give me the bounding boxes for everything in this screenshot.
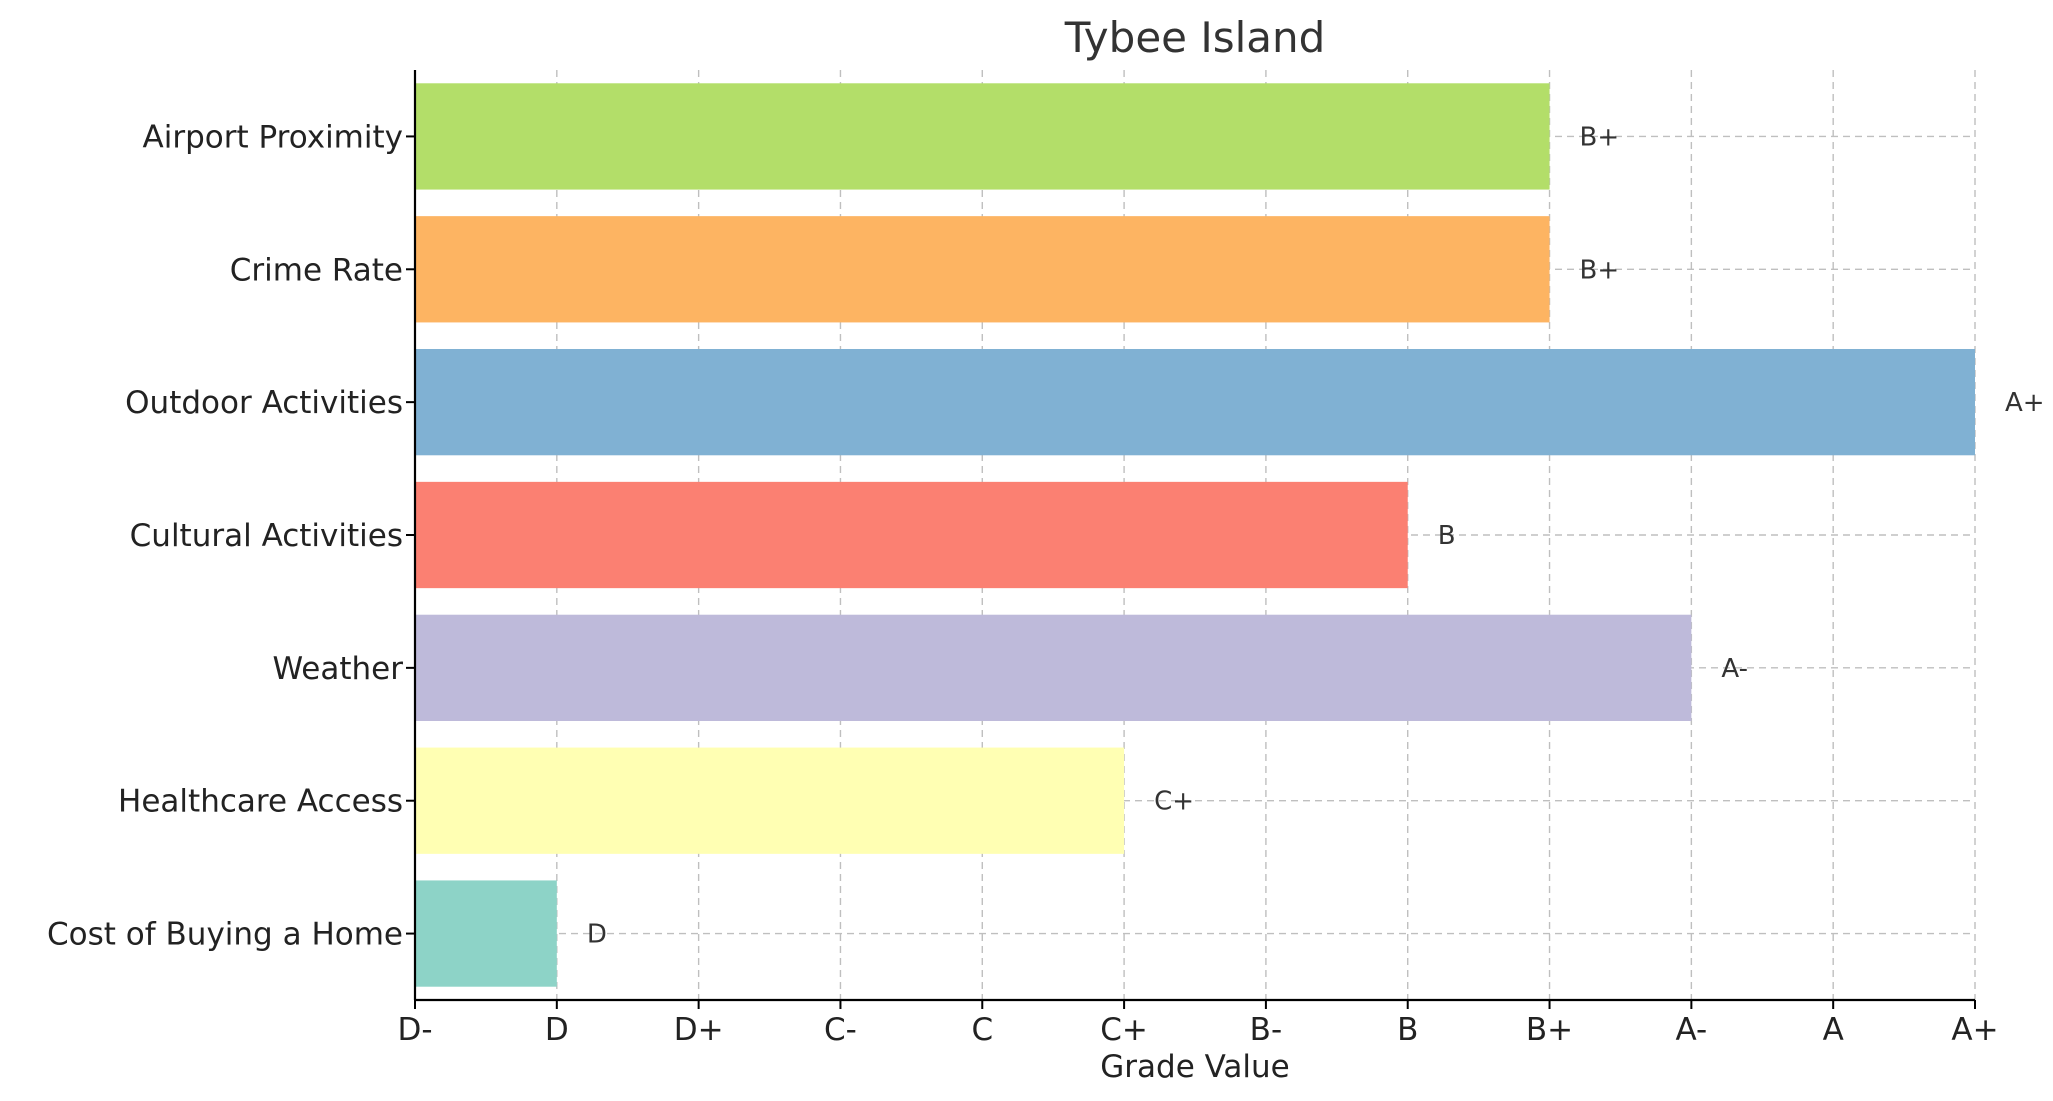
bar-value-label: B+ (1580, 122, 1620, 152)
x-tick-label: B- (1250, 1012, 1282, 1048)
chart-title: Tybee Island (1064, 13, 1326, 62)
y-tick-label: Outdoor Activities (125, 385, 403, 421)
data-labels: D C+ A- B A+ B+ B+ (587, 122, 2045, 949)
bar-value-label: A- (1721, 654, 1748, 684)
bar-value-label: A+ (2005, 388, 2045, 418)
bars (415, 83, 1975, 987)
x-tick-label: D+ (674, 1012, 724, 1048)
bar-value-label: C+ (1154, 787, 1194, 817)
y-tick-label: Airport Proximity (143, 119, 403, 155)
y-tick-label: Crime Rate (230, 252, 403, 288)
bar (415, 216, 1550, 323)
axes: Cost of Buying a Home Healthcare Access We… (47, 70, 1999, 1048)
x-tick-label: D- (397, 1012, 432, 1048)
y-tick-label: Healthcare Access (118, 784, 403, 820)
x-tick-label: C+ (1100, 1012, 1148, 1048)
bar-value-label: B (1438, 521, 1456, 551)
y-tick-label: Cultural Activities (130, 518, 403, 554)
bar (415, 747, 1125, 854)
bar (415, 880, 557, 987)
bar-value-label: D (587, 920, 607, 950)
x-tick-label: A- (1676, 1012, 1708, 1048)
x-tick-label: A (1823, 1012, 1844, 1048)
x-tick-label: A+ (1951, 1012, 1998, 1048)
bar-value-label: B+ (1580, 255, 1620, 285)
x-tick-label: B (1397, 1012, 1418, 1048)
x-tick-label: C (971, 1012, 993, 1048)
bar (415, 481, 1408, 589)
x-tick-label: B+ (1526, 1012, 1573, 1048)
x-tick-label: D (545, 1012, 569, 1048)
bar (415, 349, 1975, 456)
bar (415, 614, 1692, 721)
x-tick-label: C- (824, 1012, 857, 1048)
x-axis-label: Grade Value (1100, 1049, 1290, 1085)
y-tick-label: Weather (272, 651, 403, 687)
bar (415, 83, 1550, 190)
y-tick-label: Cost of Buying a Home (47, 917, 403, 953)
